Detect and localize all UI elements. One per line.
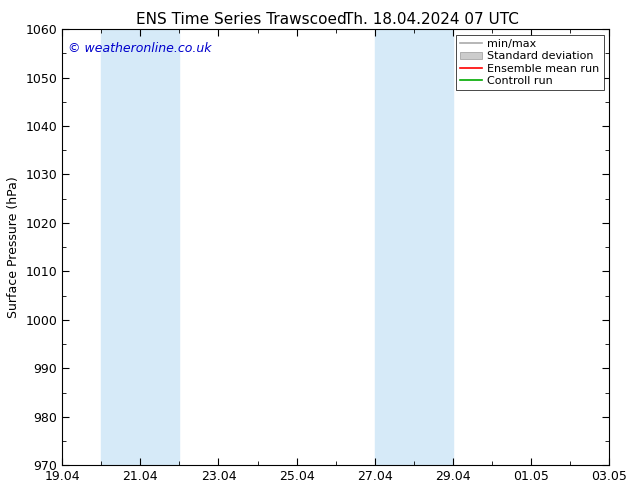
Bar xyxy=(101,29,179,465)
Y-axis label: Surface Pressure (hPa): Surface Pressure (hPa) xyxy=(7,176,20,318)
Bar xyxy=(375,29,453,465)
Legend: min/max, Standard deviation, Ensemble mean run, Controll run: min/max, Standard deviation, Ensemble me… xyxy=(456,35,604,90)
Text: ENS Time Series Trawscoed: ENS Time Series Trawscoed xyxy=(136,12,346,27)
Text: Th. 18.04.2024 07 UTC: Th. 18.04.2024 07 UTC xyxy=(344,12,519,27)
Text: © weatheronline.co.uk: © weatheronline.co.uk xyxy=(68,42,211,55)
